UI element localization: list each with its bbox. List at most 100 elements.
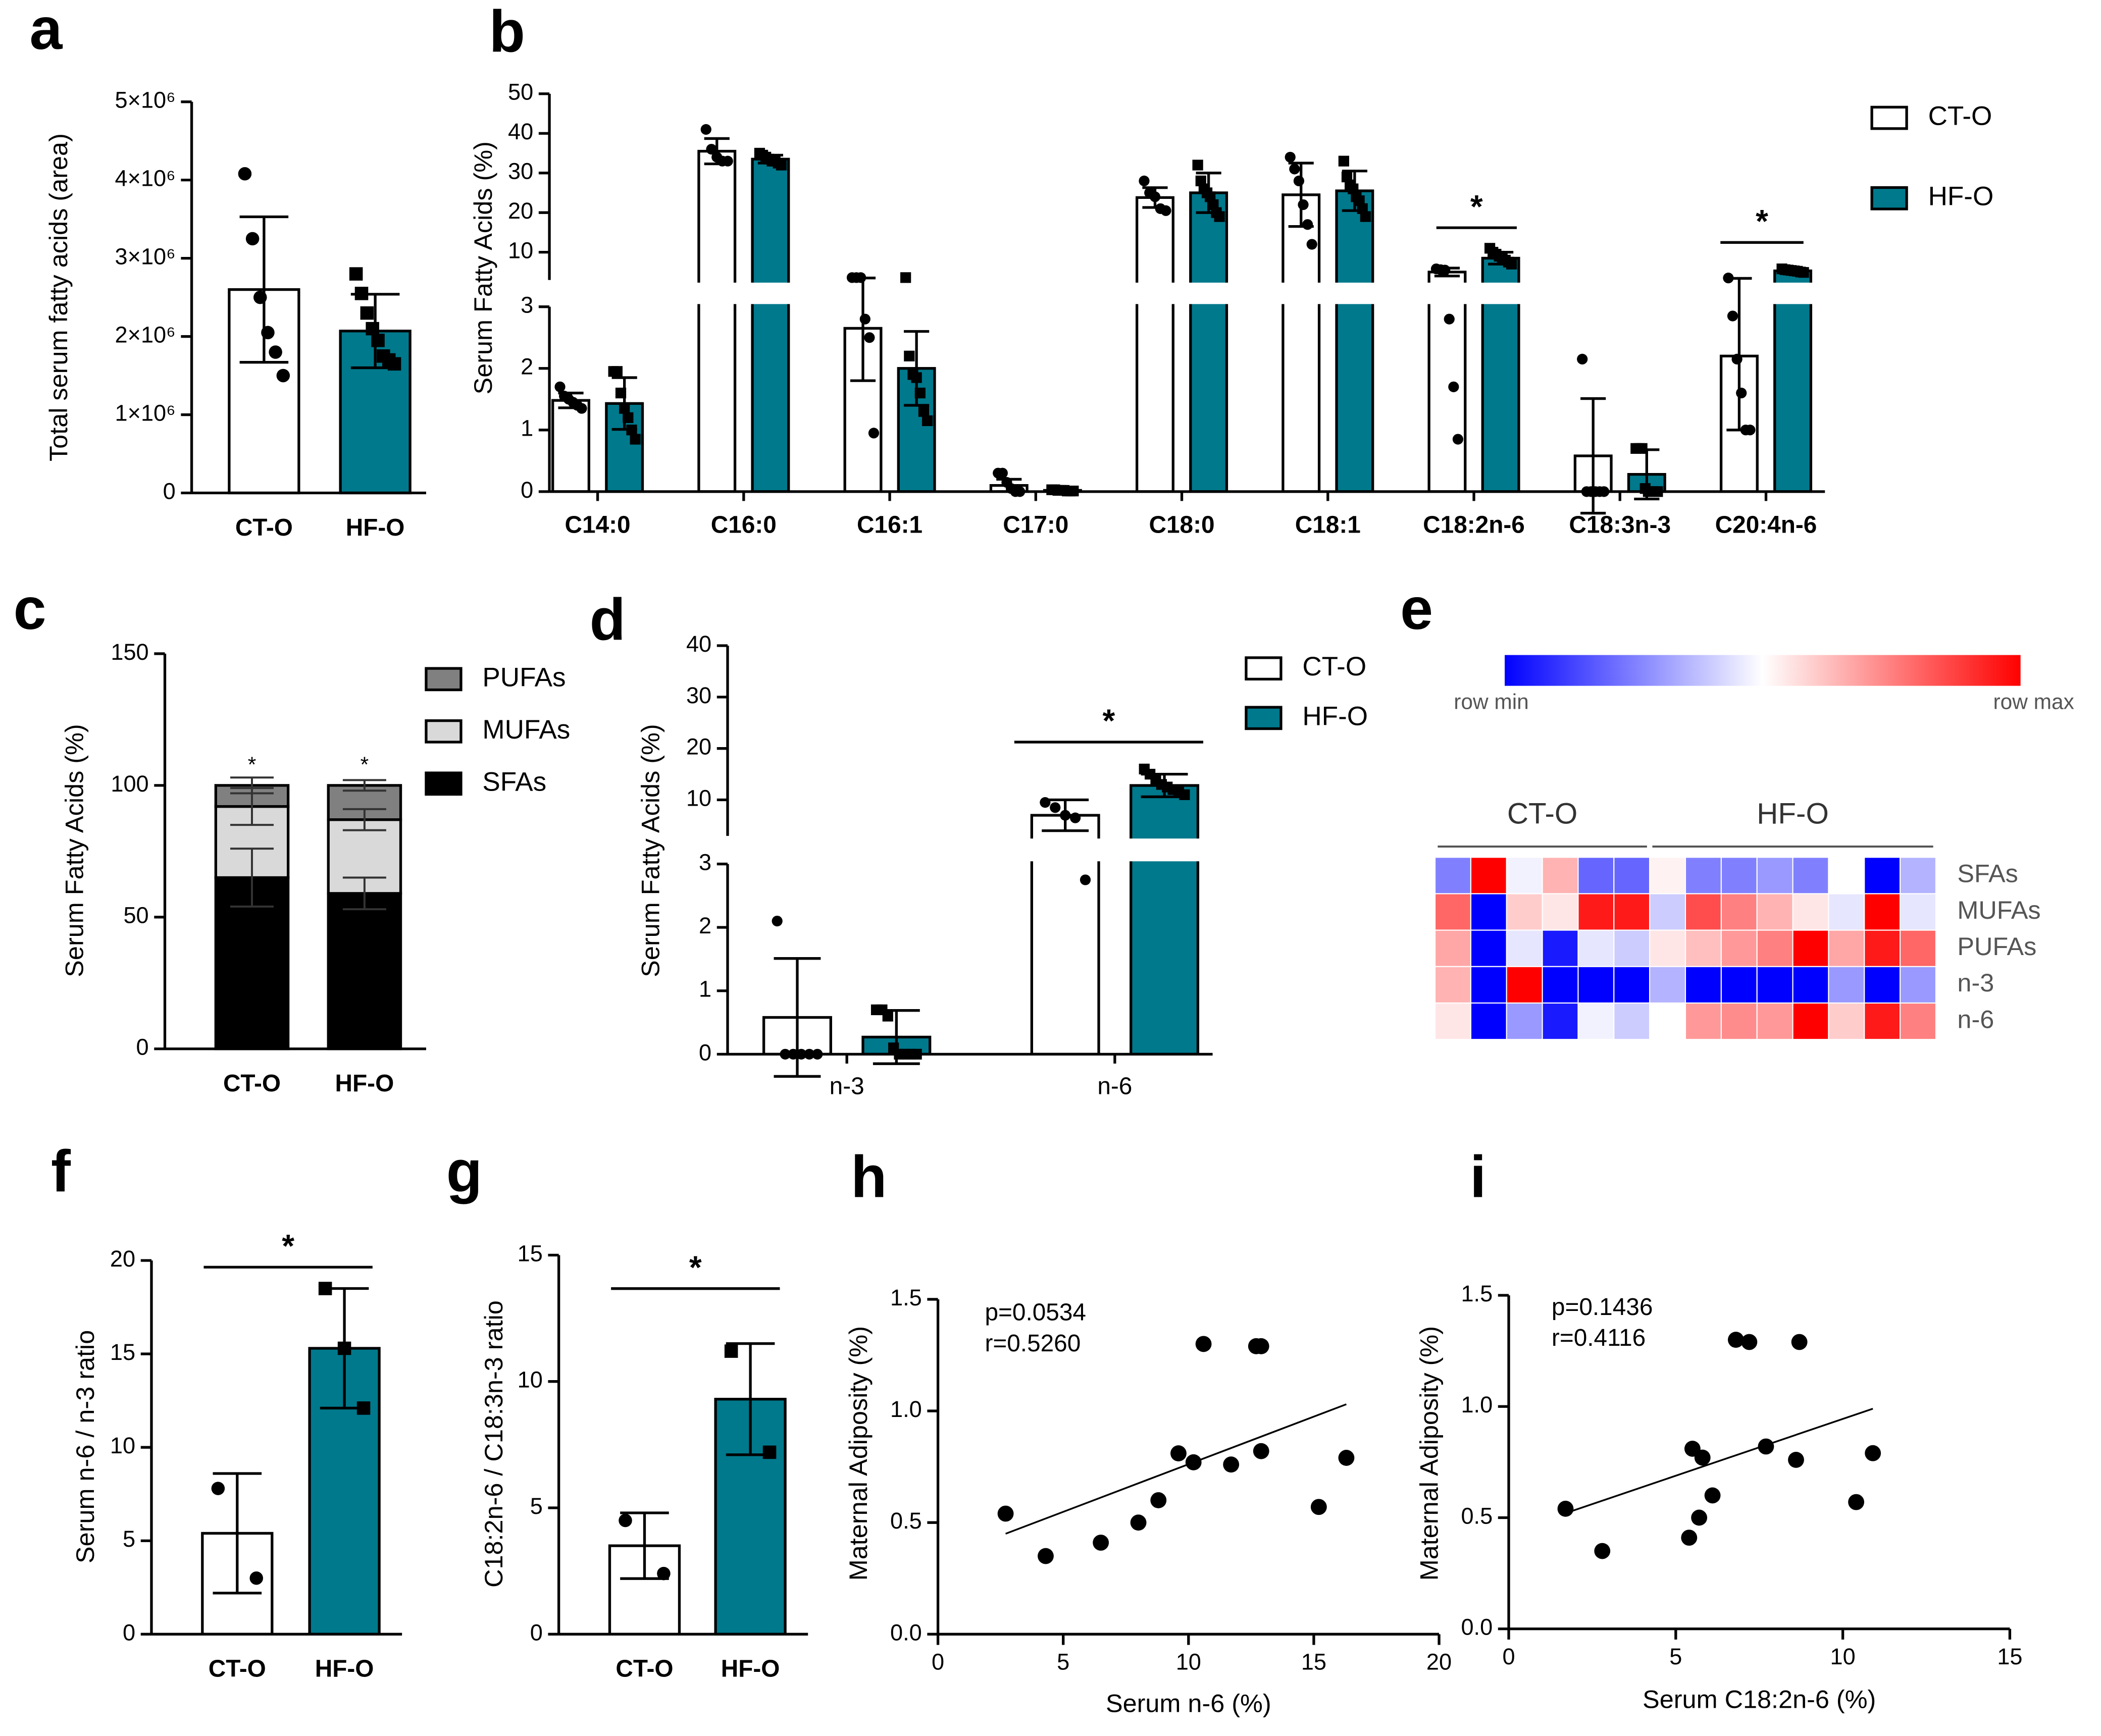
data-point [1289, 164, 1300, 175]
data-point [1704, 1487, 1721, 1504]
y-tick-label: 0 [136, 1034, 149, 1060]
x-tick-label: 0 [932, 1649, 944, 1675]
heatmap-cell [1864, 966, 1901, 1004]
data-point [1038, 1548, 1054, 1564]
data-point [911, 372, 922, 383]
data-point [1681, 1530, 1698, 1546]
data-point [882, 1011, 893, 1022]
legend-label: HF-O [1302, 701, 1368, 731]
data-point [360, 306, 374, 320]
y-tick-label: 10 [508, 238, 533, 264]
y-tick-label: 5 [123, 1526, 135, 1552]
y-tick-label: 10 [686, 785, 711, 811]
heatmap-cell [1684, 966, 1722, 1004]
heatmap-cell [1613, 857, 1651, 895]
data-point [1440, 265, 1451, 276]
y-tick-label: 100 [111, 771, 148, 797]
data-point [918, 406, 930, 417]
x-tick-label: C18:0 [1149, 511, 1215, 538]
group-label: HF-O [1757, 797, 1829, 830]
heatmap-cell [1434, 929, 1471, 967]
heatmap-cell [1577, 929, 1615, 967]
annotation: r=0.4116 [1552, 1325, 1646, 1351]
bar [1136, 196, 1174, 493]
annotation: p=0.0534 [985, 1299, 1086, 1326]
heatmap-cell [1756, 857, 1793, 895]
data-point [349, 267, 363, 281]
data-point [1741, 1334, 1758, 1350]
y-tick-label: 15 [518, 1240, 543, 1266]
data-point [1798, 267, 1809, 278]
data-point [269, 345, 282, 359]
data-point [1223, 1456, 1240, 1473]
heatmap-cell [1828, 1002, 1865, 1040]
data-point [1723, 273, 1734, 284]
data-point [249, 1571, 264, 1585]
panel-letter: a [29, 0, 63, 62]
y-axis-label: Serum Fatty Acids (%) [636, 724, 665, 977]
y-tick-label: 50 [508, 79, 533, 105]
heatmap-cell [1792, 929, 1829, 967]
data-point [776, 160, 787, 171]
significance-mark: * [1103, 703, 1115, 739]
bar-segment [327, 892, 402, 1050]
heatmap-cell [1577, 1002, 1615, 1040]
heatmap-cell [1756, 893, 1793, 931]
panel-letter: h [851, 1143, 887, 1209]
legend-swatch [425, 771, 463, 796]
data-point [1506, 258, 1517, 270]
x-tick-label: C16:1 [857, 511, 923, 538]
data-point [619, 403, 630, 414]
y-tick-label: 2 [699, 913, 711, 938]
data-point [387, 357, 401, 371]
row-label: SFAs [1957, 859, 2018, 888]
x-tick-label: C20:4n-6 [1715, 511, 1817, 538]
data-point [1080, 874, 1091, 885]
data-point [318, 1282, 332, 1295]
bar [1773, 269, 1813, 493]
y-tick-label: 30 [508, 159, 533, 184]
annotation: p=0.1436 [1552, 1294, 1653, 1321]
axis-break [530, 282, 1833, 304]
heatmap-cell [1649, 893, 1686, 931]
y-tick-label: 2×10⁶ [115, 322, 176, 347]
data-point [855, 272, 866, 283]
data-point [1170, 1445, 1187, 1462]
heatmap-cell [1900, 1002, 1937, 1040]
data-point [914, 387, 926, 399]
error-bar [230, 848, 274, 908]
color-scale [1505, 655, 2021, 686]
data-point [576, 403, 587, 414]
y-tick-label: 150 [111, 639, 148, 665]
heatmap-cell [1434, 966, 1471, 1004]
heatmap-cell [1828, 929, 1865, 967]
legend-swatch [425, 719, 463, 744]
heatmap-cell [1506, 966, 1543, 1004]
heatmap-cell [1756, 929, 1793, 967]
x-tick-label: 15 [1997, 1644, 2022, 1669]
data-point [1185, 1454, 1202, 1470]
x-tick-label: 15 [1301, 1649, 1326, 1675]
bar [1427, 271, 1467, 493]
heatmap-cell [1613, 893, 1651, 931]
x-tick-label: C18:1 [1295, 511, 1361, 538]
error-bar [342, 779, 386, 792]
heatmap-cell [1900, 966, 1937, 1004]
data-point [1865, 1445, 1881, 1461]
bar [1130, 784, 1200, 1056]
axis-break [708, 838, 1221, 862]
data-point [859, 313, 870, 325]
data-point [997, 1505, 1014, 1522]
heatmap-cell [1720, 857, 1758, 895]
legend-label: SFAs [482, 767, 546, 797]
heatmap-cell [1577, 966, 1615, 1004]
y-tick-label: 0.0 [890, 1619, 922, 1645]
y-tick-label: 0 [123, 1619, 135, 1645]
data-point [1338, 155, 1349, 167]
heatmap-cell [1828, 966, 1865, 1004]
data-point [1306, 239, 1317, 250]
heatmap-cell [1542, 929, 1579, 967]
x-tick-label: n-6 [1097, 1073, 1132, 1099]
y-tick-label: 20 [508, 198, 533, 224]
y-tick-label: 40 [508, 119, 533, 144]
